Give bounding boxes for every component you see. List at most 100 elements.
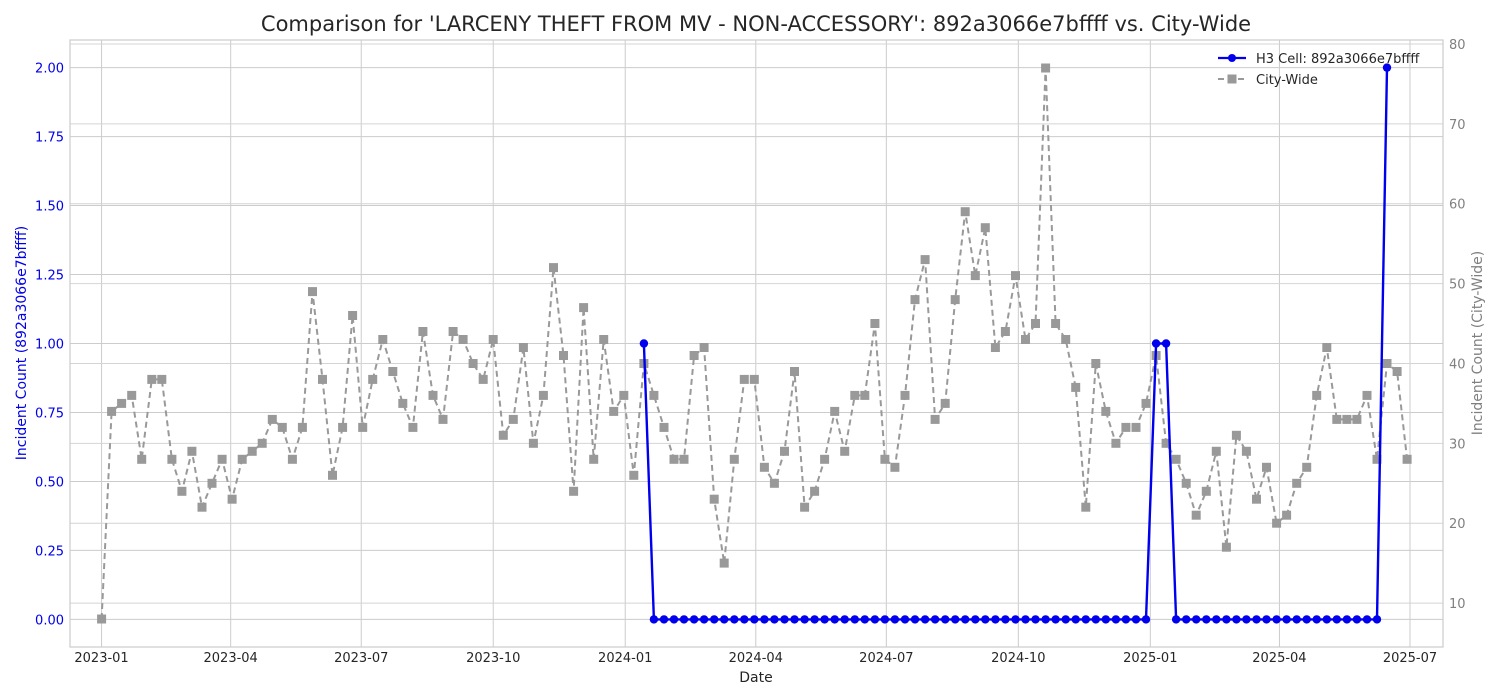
city-wide-point [157,374,167,384]
city-wide-point [679,454,689,464]
city-wide-point [1272,518,1282,528]
city-wide-point [619,390,629,400]
h3-cell-point [1292,615,1301,624]
city-wide-point [498,430,508,440]
city-wide-point [599,335,609,344]
city-wide-point [649,390,659,400]
city-wide-point [1000,327,1010,336]
h3-cell-point [1111,615,1121,624]
h3-cell-point [1242,615,1251,624]
city-wide-point [297,422,307,432]
h3-cell-point [981,615,990,624]
legend-h3-marker [1228,54,1236,62]
h3-cell-point [1272,615,1281,624]
h3-cell-point [820,615,829,624]
city-wide-point [1392,367,1402,376]
city-wide-point [177,486,187,496]
left-y-tick-label: 1.25 [35,269,64,284]
h3-cell-point [659,615,669,624]
city-wide-point [107,406,117,416]
left-y-axis-label: Incident Count (892a3066e7bffff) [14,226,30,460]
right-y-tick-label: 10 [1449,597,1466,612]
city-wide-point [358,422,368,432]
city-wide-point [398,398,408,408]
city-wide-point [1221,542,1231,552]
city-wide-point [870,319,880,328]
city-wide-point [759,462,769,472]
h3-cell-point [1001,615,1010,624]
city-wide-point [1342,414,1352,424]
h3-cell-point [1282,615,1291,624]
city-wide-point [850,390,860,400]
city-wide-point [1111,438,1121,448]
right-y-tick-label: 20 [1449,517,1466,532]
h3-cell-point [730,615,739,624]
h3-cell-point [1031,615,1040,624]
x-tick-label: 2025-04 [1252,651,1306,666]
h3-cell-point [1382,63,1392,72]
city-wide-point [197,502,207,512]
city-wide-point [689,351,699,360]
left-y-tick-label: 1.00 [35,338,64,353]
right-y-tick-label: 70 [1449,118,1466,133]
city-wide-point [348,311,358,320]
h3-cell-point [1141,615,1151,624]
h3-cell-point [800,615,809,624]
city-wide-point [328,470,337,480]
city-wide-point [1041,63,1051,73]
city-wide-point [589,454,599,464]
h3-cell-point [770,615,779,624]
grid-lines [70,40,1443,647]
city-wide-point [1382,359,1392,368]
h3-cell-point [750,615,759,624]
h3-cell-point [991,615,1000,624]
city-wide-point [840,446,850,456]
city-wide-point [97,614,107,624]
right-y-axis-ticks: 10 20 30 40 50 60 70 80 [1449,38,1466,612]
h3-cell-point [870,615,880,624]
x-tick-label: 2024-04 [729,651,783,666]
h3-cell-point [720,615,729,624]
city-wide-point [448,327,458,336]
city-wide-point [1312,390,1322,400]
city-wide-point [147,374,157,384]
h3-cell-point [1322,615,1332,624]
series-city-wide [97,63,1412,624]
city-wide-point [699,343,709,352]
h3-cell-point [679,615,689,624]
city-wide-point [820,454,830,464]
city-wide-point [418,327,428,336]
right-y-tick-label: 60 [1449,198,1466,213]
legend-city-marker [1227,74,1237,84]
city-wide-point [1322,343,1332,352]
city-wide-point [569,486,579,496]
h3-cell-point [1332,615,1342,624]
legend-h3-label: H3 Cell: 892a3066e7bffff [1256,52,1420,67]
city-wide-point [468,359,478,368]
city-wide-point [277,422,287,432]
h3-cell-point [649,615,659,624]
h3-cell-point [1212,615,1221,624]
plot-frame [69,39,1444,648]
h3-cell-point [1121,615,1131,624]
city-wide-point [860,390,870,400]
left-y-tick-label: 0.50 [35,475,64,490]
city-wide-point [830,406,840,416]
h3-cell-point [1342,615,1352,624]
city-wide-point [1061,335,1071,344]
h3-cell-point [1312,615,1321,624]
h3-cell-point [790,615,799,624]
city-wide-point [790,367,799,376]
city-wide-point [1302,462,1312,472]
city-wide-point [890,462,900,472]
x-tick-label: 2023-07 [334,651,388,666]
left-y-tick-label: 2.00 [35,62,64,77]
city-wide-point [1161,438,1171,448]
city-wide-point [609,406,619,416]
h3-cell-point [1101,615,1111,624]
city-wide-point [910,295,920,305]
h3-cell-point [1182,615,1191,624]
chart-title: Comparison for 'LARCENY THEFT FROM MV - … [261,12,1251,36]
